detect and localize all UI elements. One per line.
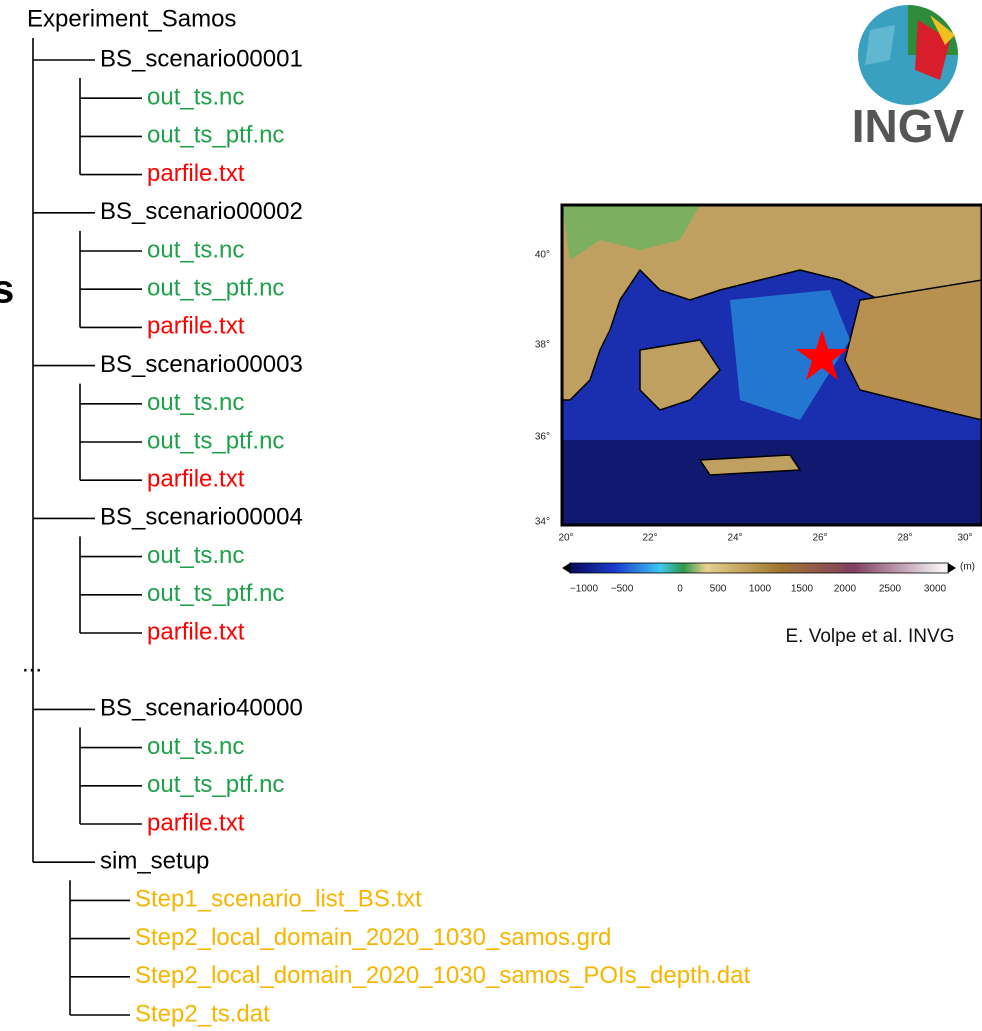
tree-item: Step1_scenario_list_BS.txt bbox=[135, 886, 422, 913]
tree-item: BS_scenario00003 bbox=[100, 351, 303, 378]
tree-item: out_ts_ptf.nc bbox=[147, 771, 284, 798]
tree-item: BS_scenario00002 bbox=[100, 198, 303, 225]
tree-item: parfile.txt bbox=[147, 466, 245, 493]
lon-label: 26° bbox=[812, 533, 827, 544]
lat-label: 38° bbox=[535, 340, 550, 351]
tree-item: parfile.txt bbox=[147, 160, 245, 187]
credit: E. Volpe et al. INVG bbox=[786, 626, 955, 647]
deep-sea bbox=[562, 440, 982, 525]
tree-root: Experiment_Samos bbox=[27, 5, 236, 32]
lat-label: 34° bbox=[535, 517, 550, 528]
logo: INGV bbox=[852, 5, 965, 152]
tree-item: out_ts.nc bbox=[147, 389, 244, 416]
colorbar-unit: (m) bbox=[960, 562, 975, 573]
colorbar-label: 1500 bbox=[791, 584, 814, 595]
colorbar-label: 2500 bbox=[879, 584, 902, 595]
colorbar-label: 0 bbox=[677, 584, 683, 595]
tree-item: sim_setup bbox=[100, 848, 209, 875]
page: s Experiment_Samos BS_scenario00001 out_t… bbox=[0, 0, 982, 1031]
tree-item: out_ts_ptf.nc bbox=[147, 580, 284, 607]
lon-label: 24° bbox=[727, 533, 742, 544]
tree-item: out_ts_ptf.nc bbox=[147, 122, 284, 149]
lat-label: 40° bbox=[535, 250, 550, 261]
tree-item: out_ts.nc bbox=[147, 733, 244, 760]
tree-item: parfile.txt bbox=[147, 618, 245, 645]
logo-text: INGV bbox=[852, 100, 965, 152]
tree-item: out_ts_ptf.nc bbox=[147, 427, 284, 454]
tree-item: Step2_local_domain_2020_1030_samos_POIs_… bbox=[135, 962, 750, 989]
tree-item: out_ts.nc bbox=[147, 542, 244, 569]
tree-item: Step2_local_domain_2020_1030_samos.grd bbox=[135, 924, 611, 951]
tree-item: ... bbox=[22, 651, 42, 678]
colorbar-label: −500 bbox=[611, 584, 634, 595]
colorbar-label: 2000 bbox=[834, 584, 857, 595]
tree-item: parfile.txt bbox=[147, 313, 245, 340]
colorbar-label: 500 bbox=[710, 584, 727, 595]
lon-label: 22° bbox=[642, 533, 657, 544]
tree-item: out_ts.nc bbox=[147, 236, 244, 263]
map bbox=[562, 205, 982, 573]
colorbar-label: 3000 bbox=[924, 584, 947, 595]
lat-label: 36° bbox=[535, 432, 550, 443]
tree-item: BS_scenario40000 bbox=[100, 695, 303, 722]
tree-item: BS_scenario00004 bbox=[100, 504, 303, 531]
lon-label: 28° bbox=[897, 533, 912, 544]
tree: BS_scenario00001out_ts.ncout_ts_ptf.ncpa… bbox=[22, 38, 750, 1027]
colorbar-label: −1000 bbox=[570, 584, 599, 595]
tree-item: parfile.txt bbox=[147, 809, 245, 836]
tree-item: out_ts.nc bbox=[147, 84, 244, 111]
colorbar bbox=[570, 563, 948, 573]
tree-item: out_ts_ptf.nc bbox=[147, 275, 284, 302]
cut-text: s bbox=[0, 268, 14, 312]
tree-item: Step2_ts.dat bbox=[135, 1000, 270, 1027]
tree-item: BS_scenario00001 bbox=[100, 45, 303, 72]
lon-label: 20° bbox=[558, 533, 573, 544]
colorbar-label: 1000 bbox=[749, 584, 772, 595]
lon-label: 30° bbox=[957, 533, 972, 544]
